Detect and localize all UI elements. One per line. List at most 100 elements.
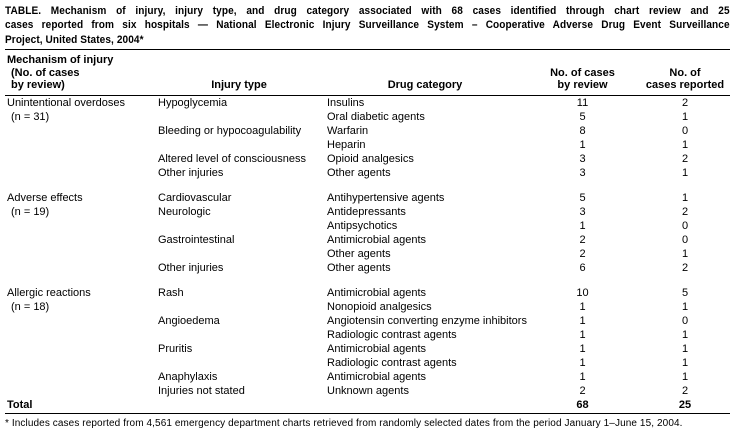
cell-mechanism-n-count: (n = 19) xyxy=(11,205,50,218)
col-header-mechanism-line1: Mechanism of injury xyxy=(7,54,114,67)
cell-injury-type: Rash xyxy=(158,286,184,299)
cell-drug-category: Antimicrobial agents xyxy=(327,286,427,299)
cell-injury-type: Cardiovascular xyxy=(158,191,232,204)
table-row: (n = 19) Neurologic Antidepressants 3 2 xyxy=(5,205,730,219)
table-row: Radiologic contrast agents 1 1 xyxy=(5,356,730,370)
cell-cases-by-review: 5 xyxy=(579,191,586,204)
cell-drug-category: Antipsychotics xyxy=(327,219,398,232)
cell-injury-type: Altered level of consciousness xyxy=(158,152,306,165)
cell-cases-reported: 1 xyxy=(681,247,689,260)
cell-injury-type xyxy=(153,138,325,152)
cell-injury-type: Other injuries xyxy=(158,166,224,179)
section-spacer xyxy=(5,180,730,191)
section-spacer xyxy=(5,275,730,286)
cell-mechanism xyxy=(5,328,153,342)
cell-cases-reported: 2 xyxy=(681,205,689,218)
cell-injury-type xyxy=(153,300,325,314)
cell-cases-by-review: 1 xyxy=(579,370,586,383)
cell-cases-reported: 1 xyxy=(681,138,689,151)
cell-mechanism xyxy=(5,152,153,166)
col-header-injury-type: Injury type xyxy=(153,52,325,96)
cell-injury-type: Angioedema xyxy=(158,314,220,327)
cell-cases-by-review: 1 xyxy=(579,314,586,327)
cell-mechanism xyxy=(5,124,153,138)
cell-drug-category: Insulins xyxy=(327,96,365,109)
cell-drug-category: Nonopioid analgesics xyxy=(327,300,432,313)
title-line-3: Project, United States, 2004* xyxy=(5,33,144,46)
cell-injury-type: Gastrointestinal xyxy=(158,233,235,246)
cell-mechanism-n-count: (n = 31) xyxy=(11,110,50,123)
total-empty-injury xyxy=(153,398,325,412)
col-header-cases-reported-line2: cases reported xyxy=(645,79,725,92)
cell-cases-reported: 2 xyxy=(681,261,689,274)
cell-mechanism xyxy=(5,384,153,398)
cell-cases-by-review: 2 xyxy=(579,233,586,246)
cell-mechanism xyxy=(5,370,153,384)
cell-injury-type: Injuries not stated xyxy=(158,384,245,397)
total-cases-by-review: 68 xyxy=(576,398,589,411)
title-divider-rule xyxy=(5,48,730,51)
cell-cases-reported: 0 xyxy=(681,219,689,232)
table-row: Allergic reactions Rash Antimicrobial agen… xyxy=(5,286,730,300)
cell-cases-by-review: 6 xyxy=(579,261,586,274)
col-header-drug-category: Drug category xyxy=(325,52,525,96)
table-row: Other injuries Other agents 6 2 xyxy=(5,261,730,275)
cell-mechanism xyxy=(5,247,153,261)
cell-mechanism-n-count: (n = 18) xyxy=(11,300,50,313)
section-spacer-cell xyxy=(5,275,730,286)
cell-drug-category: Unknown agents xyxy=(327,384,409,397)
cell-injury-type: Hypoglycemia xyxy=(158,96,228,109)
cell-cases-reported: 5 xyxy=(681,286,689,299)
cell-mechanism: Allergic reactions xyxy=(7,286,91,299)
table-row: (n = 31) Oral diabetic agents 5 1 xyxy=(5,110,730,124)
cell-injury-type: Neurologic xyxy=(158,205,211,218)
cell-cases-by-review: 1 xyxy=(579,356,586,369)
cell-cases-by-review: 3 xyxy=(579,166,586,179)
cell-injury-type: Bleeding or hypocoagulability xyxy=(158,124,302,137)
total-empty-drug xyxy=(325,398,525,412)
cell-mechanism xyxy=(5,356,153,370)
table-row: Altered level of consciousness Opioid ana… xyxy=(5,152,730,166)
cell-drug-category: Opioid analgesics xyxy=(327,152,414,165)
cell-mechanism: Unintentional overdoses xyxy=(7,96,126,109)
cell-drug-category: Other agents xyxy=(327,166,391,179)
cell-cases-reported: 1 xyxy=(681,356,689,369)
cell-mechanism xyxy=(5,233,153,247)
table-row: Unintentional overdoses Hypoglycemia Insul… xyxy=(5,95,730,110)
cell-mechanism xyxy=(5,219,153,233)
cell-drug-category: Radiologic contrast agents xyxy=(327,356,457,369)
table-row: Anaphylaxis Antimicrobial agents 1 1 xyxy=(5,370,730,384)
cell-injury-type xyxy=(153,110,325,124)
table-body: Unintentional overdoses Hypoglycemia Insul… xyxy=(5,95,730,398)
section-spacer-cell xyxy=(5,180,730,191)
col-header-mechanism-line2: (No. of cases xyxy=(11,66,80,79)
cell-mechanism xyxy=(5,261,153,275)
cell-cases-by-review: 1 xyxy=(579,138,586,151)
col-header-cases-by-review: No. of cases by review xyxy=(525,52,640,96)
cell-cases-reported: 2 xyxy=(681,384,689,397)
table-row: (n = 18) Nonopioid analgesics 1 1 xyxy=(5,300,730,314)
title-line-2: cases reported from six hospitals — Nati… xyxy=(5,19,730,32)
col-header-cases-by-review-line1: No. of cases xyxy=(550,66,615,79)
table-row: Adverse effects Cardiovascular Antihyperte… xyxy=(5,191,730,205)
bottom-rule xyxy=(5,412,730,415)
cell-drug-category: Antimicrobial agents xyxy=(327,370,427,383)
cell-cases-reported: 2 xyxy=(681,152,689,165)
cell-cases-reported: 0 xyxy=(681,233,689,246)
table-total-section: Total 68 25 xyxy=(5,398,730,412)
cell-mechanism xyxy=(5,166,153,180)
cell-drug-category: Heparin xyxy=(327,138,366,151)
cell-drug-category: Other agents xyxy=(327,247,391,260)
cell-injury-type: Anaphylaxis xyxy=(158,370,218,383)
title-line-1: TABLE. Mechanism of injury, injury type,… xyxy=(5,5,730,17)
cell-cases-reported: 0 xyxy=(681,124,689,137)
cell-mechanism xyxy=(5,314,153,328)
injury-table: Mechanism of injury (No. of cases by rev… xyxy=(5,52,730,412)
cell-cases-reported: 1 xyxy=(681,370,689,383)
cell-injury-type: Other injuries xyxy=(158,261,224,274)
cell-cases-reported: 1 xyxy=(681,342,689,355)
cell-cases-by-review: 3 xyxy=(579,152,586,165)
footnote: * Includes cases reported from 4,561 eme… xyxy=(5,418,683,430)
cell-cases-by-review: 2 xyxy=(579,384,586,397)
cell-cases-by-review: 5 xyxy=(579,110,586,123)
